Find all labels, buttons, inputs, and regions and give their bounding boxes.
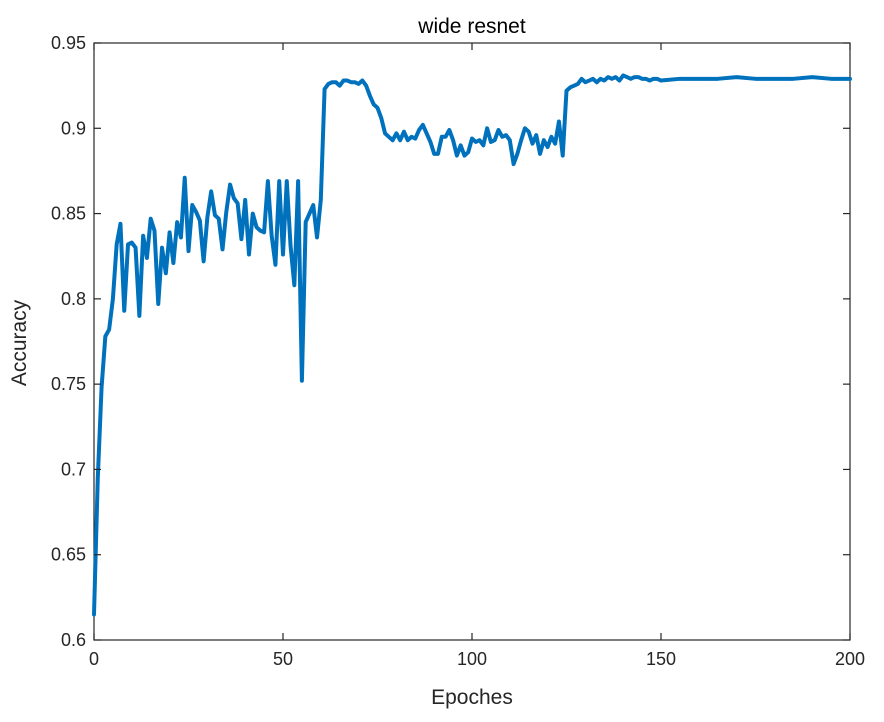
x-tick-label: 200 bbox=[835, 649, 865, 669]
y-tick-label: 0.65 bbox=[51, 545, 86, 565]
y-tick-label: 0.7 bbox=[61, 459, 86, 479]
y-tick-label: 0.6 bbox=[61, 630, 86, 650]
accuracy-series-line bbox=[92, 73, 852, 617]
y-tick-label: 0.85 bbox=[51, 204, 86, 224]
y-tick-label: 0.8 bbox=[61, 289, 86, 309]
x-tick-label: 0 bbox=[89, 649, 99, 669]
y-tick-label: 0.9 bbox=[61, 118, 86, 138]
chart-title: wide resnet bbox=[417, 15, 526, 38]
y-tick-label: 0.95 bbox=[51, 33, 86, 53]
x-tick-label: 150 bbox=[646, 649, 676, 669]
y-axis-label: Accuracy bbox=[8, 299, 31, 386]
plot-frame bbox=[93, 42, 851, 641]
x-tick-label: 100 bbox=[457, 649, 487, 669]
x-axis-label: Epoches bbox=[431, 686, 513, 709]
y-tick-label: 0.75 bbox=[51, 374, 86, 394]
plot-axes bbox=[93, 42, 851, 641]
plot-series bbox=[92, 73, 852, 617]
axis-ticks: 0 50 100 150 200 0.6 0.65 0.7 0.75 0.8 0.85 0.9 0.95 bbox=[51, 33, 865, 669]
x-tick-label: 50 bbox=[273, 649, 293, 669]
